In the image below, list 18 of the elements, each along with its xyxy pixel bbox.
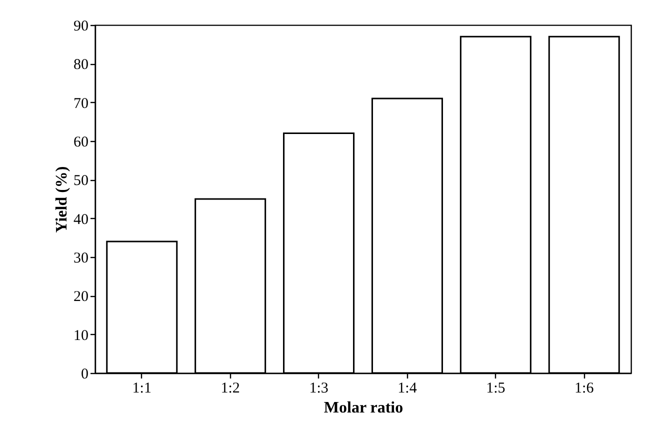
y-tick-label: 60: [74, 134, 88, 150]
y-tick-label: 10: [74, 328, 88, 344]
x-tick-label: 1:2: [220, 380, 240, 396]
x-tick-label: 1:3: [309, 380, 328, 396]
y-tick-label: 70: [74, 96, 88, 112]
y-axis-title: Yield (%): [54, 166, 70, 233]
y-tick-label: 20: [74, 289, 88, 306]
x-tick-label: 1:1: [132, 380, 152, 396]
x-tick-label: 1:5: [486, 380, 506, 396]
x-tick-label: 1:6: [574, 380, 594, 396]
y-tick-label: 0: [81, 366, 88, 382]
y-tick-label: 50: [74, 173, 88, 190]
y-tick-label: 30: [74, 250, 88, 266]
y-tick-label: 80: [74, 57, 88, 74]
x-tick-label: 1:4: [398, 380, 418, 396]
x-axis-title: Molar ratio: [324, 400, 404, 416]
y-tick-label: 40: [74, 212, 88, 228]
y-tick-label: 90: [74, 18, 88, 34]
